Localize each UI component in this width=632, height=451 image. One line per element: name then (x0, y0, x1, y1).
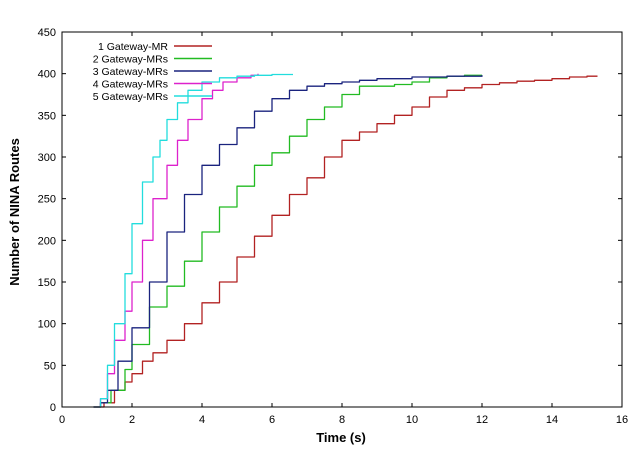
series-line-3 (93, 75, 483, 408)
y-tick-label: 150 (38, 277, 56, 289)
x-axis-title: Time (s) (316, 430, 366, 445)
x-tick-label: 6 (269, 414, 275, 426)
y-tick-label: 100 (38, 319, 56, 331)
x-tick-label: 12 (476, 414, 488, 426)
x-tick-label: 14 (546, 414, 558, 426)
y-tick-label: 200 (38, 235, 56, 247)
legend-label: 2 Gateway-MRs (93, 54, 168, 66)
x-tick-label: 4 (199, 414, 205, 426)
y-tick-label: 300 (38, 152, 56, 164)
x-tick-label: 2 (129, 414, 135, 426)
series-layer (93, 73, 598, 408)
series-line-1 (93, 75, 598, 408)
x-tick-label: 16 (616, 414, 628, 426)
legend-label: 1 Gateway-MR (98, 41, 168, 53)
y-tick-label: 50 (44, 360, 56, 372)
y-tick-label: 450 (38, 27, 56, 39)
legend-label: 5 Gateway-MRs (93, 91, 168, 103)
y-tick-label: 400 (38, 69, 56, 81)
y-tick-label: 250 (38, 194, 56, 206)
y-tick-label: 350 (38, 110, 56, 122)
series-line-5 (93, 73, 293, 408)
y-axis-title: Number of NINA Routes (7, 138, 22, 286)
legend-label: 4 Gateway-MRs (93, 79, 168, 91)
x-tick-label: 10 (406, 414, 418, 426)
x-tick-label: 0 (59, 414, 65, 426)
x-tick-label: 8 (339, 414, 345, 426)
ticks-layer: 0 2 4 6 8 10 12 14 16 0 50 100 150 200 250 300 350 400 450 (38, 27, 628, 426)
y-tick-label: 0 (50, 402, 56, 414)
legend-label: 3 Gateway-MRs (93, 66, 168, 78)
